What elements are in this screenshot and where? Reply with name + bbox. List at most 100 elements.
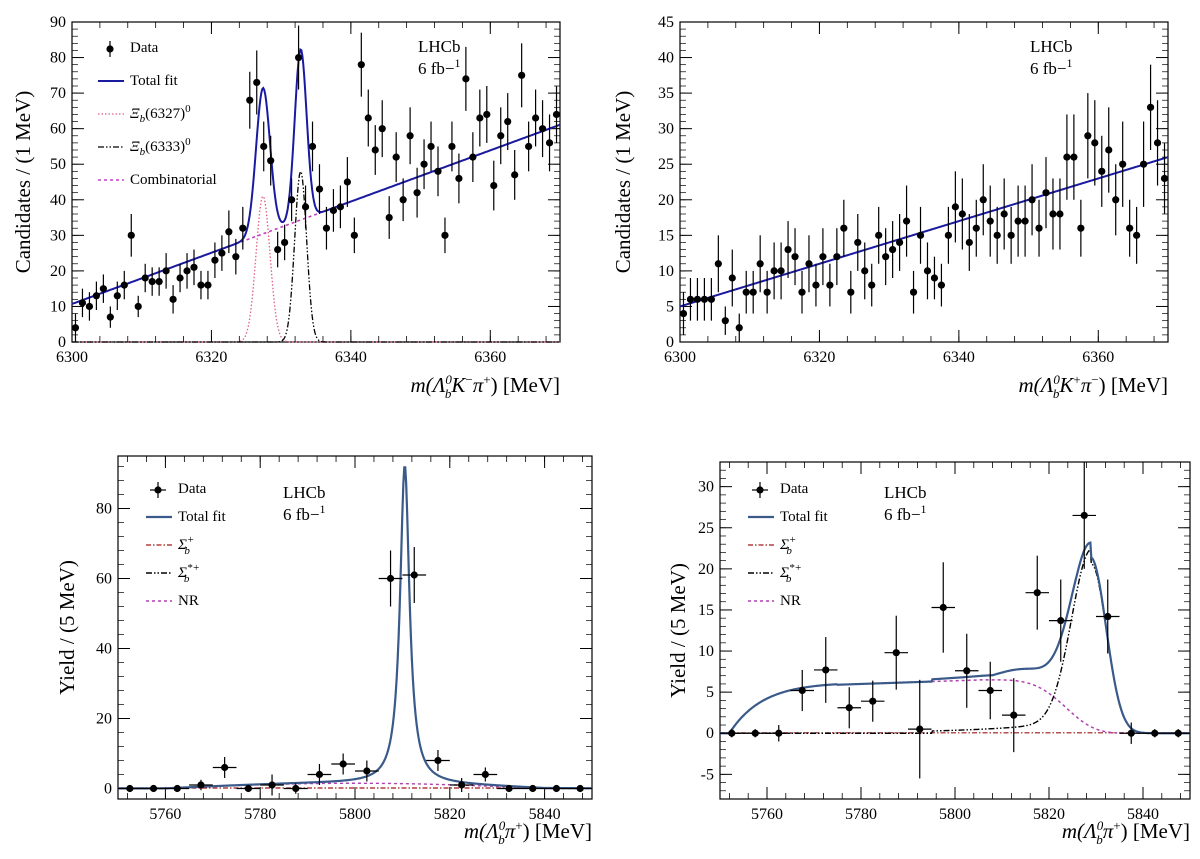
legend-marker-data <box>106 45 114 53</box>
data-point <box>518 71 526 79</box>
data-point <box>1035 224 1043 232</box>
data-point <box>1105 146 1113 154</box>
data-point <box>183 267 191 275</box>
data-point <box>944 231 952 239</box>
data-point <box>812 281 820 289</box>
lhcb-label: LHCb <box>283 483 326 502</box>
x-tick-label: 5760 <box>751 806 783 823</box>
y-tick-label: 15 <box>698 602 714 619</box>
data-point <box>930 274 939 282</box>
data-point <box>707 295 715 303</box>
y-tick-label: 40 <box>96 641 112 658</box>
y-tick-label: 30 <box>658 121 674 138</box>
data-point <box>476 114 484 122</box>
data-point <box>211 256 219 264</box>
data-point <box>420 160 428 168</box>
data-point <box>939 603 947 612</box>
x-tick-label: 5780 <box>244 806 276 823</box>
y-tick-label: 80 <box>96 501 112 518</box>
data-point <box>963 667 971 675</box>
data-point <box>225 228 233 236</box>
data-point <box>92 292 100 300</box>
data-point <box>1028 196 1036 204</box>
data-point <box>308 142 317 151</box>
data-point <box>700 295 708 303</box>
y-tick-label: 40 <box>50 192 66 209</box>
data-point <box>127 231 135 239</box>
y-tick-label: 20 <box>50 263 66 280</box>
data-point <box>1098 167 1106 175</box>
data-point <box>329 206 338 215</box>
y-tick-label: 0 <box>706 725 714 742</box>
data-point <box>232 253 240 261</box>
data-point <box>986 217 994 225</box>
data-point <box>826 281 834 289</box>
data-point <box>1077 224 1085 232</box>
y-tick-label: 0 <box>104 781 112 798</box>
data-point <box>385 213 393 222</box>
data-point <box>294 53 303 62</box>
data-point <box>868 281 876 289</box>
data-point <box>749 288 757 296</box>
data-point <box>529 784 537 793</box>
y-tick-label: 50 <box>50 156 66 173</box>
data-point <box>126 784 134 793</box>
data-point <box>892 649 900 657</box>
y-tick-label: -5 <box>701 766 714 783</box>
y-tick-label: 20 <box>96 711 112 728</box>
data-point <box>1127 729 1135 737</box>
data-point <box>497 132 505 140</box>
data-point <box>721 317 729 325</box>
data-point <box>923 267 932 275</box>
data-point <box>386 574 395 583</box>
data-point <box>1057 617 1065 625</box>
data-point <box>742 288 750 296</box>
legend-entry: Total fit <box>178 509 227 525</box>
data-point <box>511 171 519 179</box>
data-point <box>798 288 806 296</box>
data-point <box>1049 210 1057 218</box>
data-point <box>1146 103 1155 111</box>
x-tick-label: 6360 <box>1082 349 1114 366</box>
data-point <box>869 697 877 705</box>
y-tick-label: 80 <box>50 50 66 67</box>
data-point <box>916 725 924 733</box>
legend-entry: Data <box>130 40 159 56</box>
data-point <box>339 760 347 768</box>
data-point <box>965 238 973 247</box>
data-point <box>406 132 414 140</box>
x-tick-label: 5840 <box>1127 806 1159 823</box>
data-point <box>197 281 205 289</box>
data-point <box>190 263 198 271</box>
chart-bottom-left: 5760 5780 5800 5820 5840 0 20 40 60 80 m(Λ0 bπ+) [M… <box>55 455 593 847</box>
data-point <box>71 324 80 332</box>
curve-total-fit <box>71 48 561 305</box>
data-point <box>784 245 792 254</box>
y-tick-label: 10 <box>50 298 66 315</box>
legend-entry: Data <box>178 481 207 497</box>
data-point <box>392 153 400 161</box>
data-point <box>545 139 554 147</box>
legend-entry: Σ*+ b <box>177 562 200 585</box>
data-point <box>221 763 229 772</box>
data-point <box>1014 217 1022 225</box>
data-point <box>260 142 268 151</box>
x-tick-label: 6340 <box>943 349 975 366</box>
curve-total-fit <box>679 156 1169 308</box>
y-tick-label: 45 <box>658 14 674 31</box>
data-point <box>148 277 156 286</box>
data-point <box>292 784 300 793</box>
data-point <box>176 274 184 282</box>
x-tick-label: 6300 <box>56 349 88 366</box>
data-point <box>1070 153 1078 161</box>
data-point <box>483 110 491 119</box>
data-point <box>134 302 142 311</box>
data-point <box>986 686 994 695</box>
data-point <box>505 784 513 793</box>
data-point <box>378 125 386 133</box>
luminosity-label: 6 fb−1 <box>884 502 927 524</box>
data-point <box>679 309 688 318</box>
data-point <box>552 784 561 793</box>
data-point <box>301 203 310 211</box>
legend-entry: Σ+ b <box>177 534 194 557</box>
